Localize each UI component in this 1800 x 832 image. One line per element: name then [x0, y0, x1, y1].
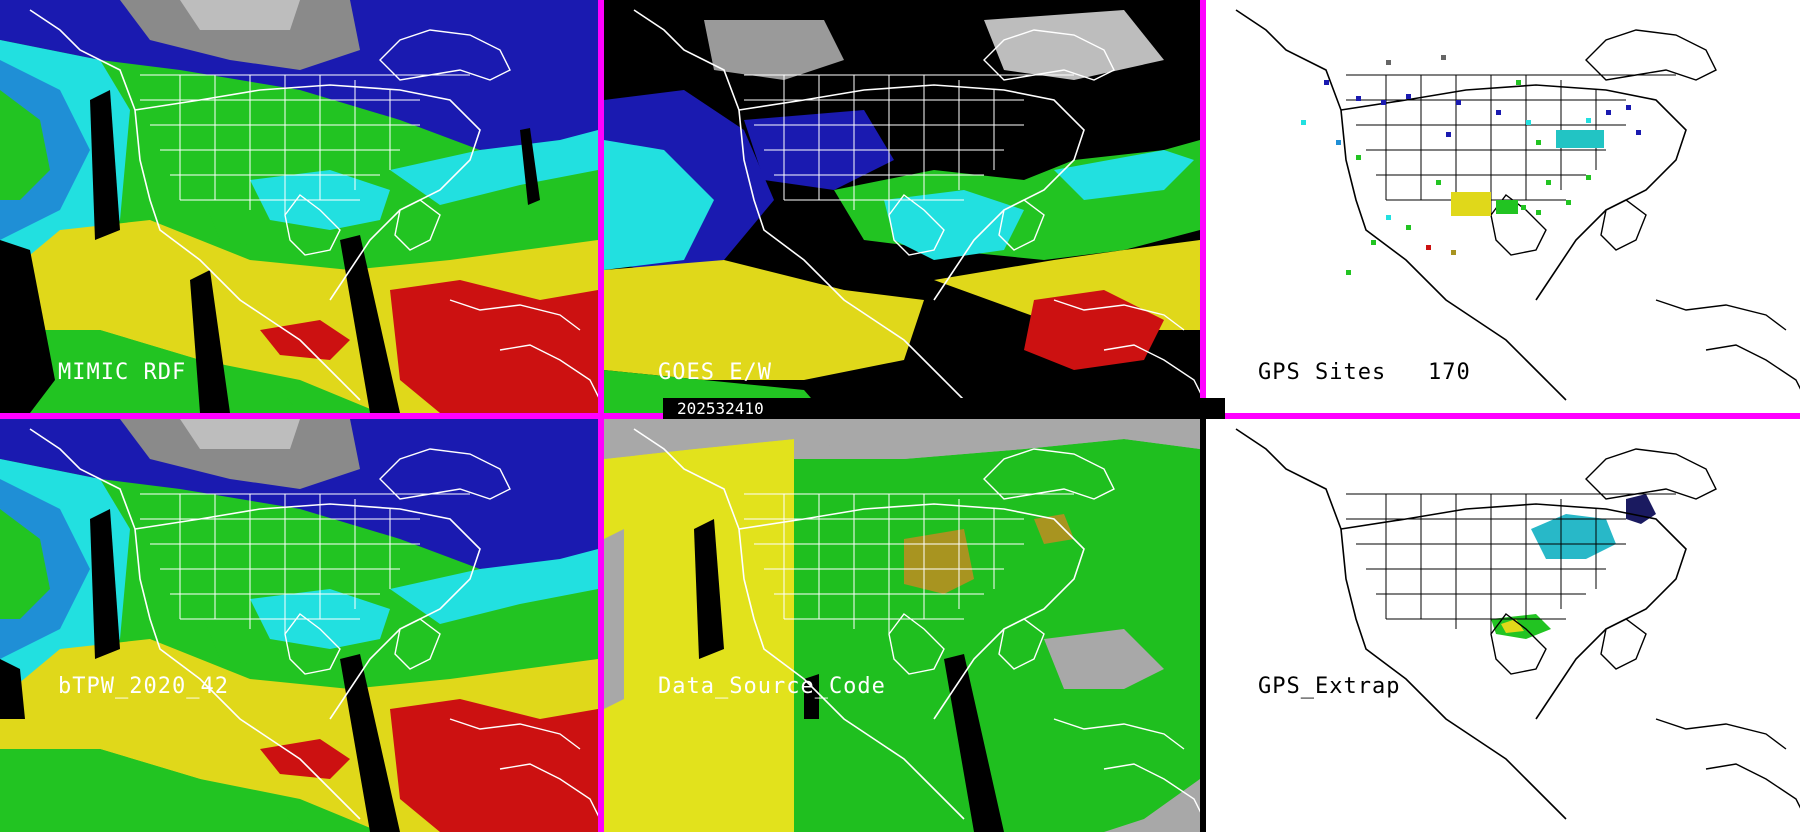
panel-label: GPS Sites: [1258, 360, 1387, 385]
gps-sites-map: [1206, 0, 1800, 413]
panel-btpw: bTPW_2020_42: [0, 419, 598, 832]
tpw-map-goes: [604, 0, 1200, 413]
panel-data-source-code: Data_Source_Code: [604, 419, 1200, 832]
panel-gps-extrap: GPS_Extrap: [1206, 419, 1800, 832]
gps-extrap-map: [1206, 419, 1800, 832]
panel-label: MIMIC RDF: [58, 360, 187, 385]
panel-label: Data_Source_Code: [658, 674, 886, 699]
divider-vertical-right: [1200, 0, 1206, 413]
panel-gps-sites: GPS Sites 170: [1206, 0, 1800, 413]
panel-label: GPS_Extrap: [1258, 674, 1401, 699]
panel-label: GOES E/W: [658, 360, 772, 385]
panel-mimic-rdf: MIMIC RDF: [0, 0, 598, 413]
tpw-map-btpw: [0, 419, 598, 832]
panel-label: bTPW_2020_42: [58, 674, 229, 699]
gps-site-count: 170: [1428, 360, 1471, 385]
timestamp: 202532410: [677, 399, 764, 418]
data-source-map: [604, 419, 1200, 832]
panel-goes-ew: GOES E/W: [604, 0, 1200, 413]
gps-site-markers: [1301, 55, 1641, 275]
tpw-map-mimic: [0, 0, 598, 413]
timestamp-bar: 202532410: [663, 398, 1225, 419]
